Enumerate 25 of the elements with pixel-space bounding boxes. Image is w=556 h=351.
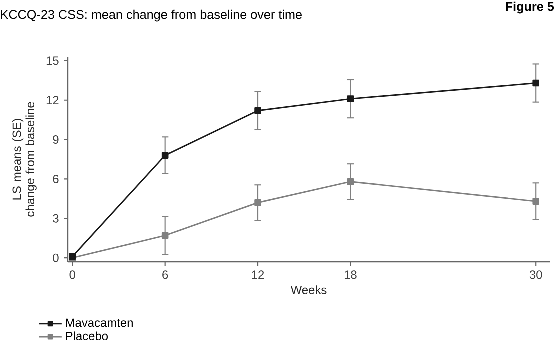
point — [162, 232, 169, 240]
legend-label: Placebo — [66, 332, 108, 340]
legend-label: Mavacamten — [66, 318, 133, 328]
point — [254, 199, 262, 206]
point — [347, 96, 354, 102]
y-tick-label: 12 — [46, 96, 59, 105]
point — [532, 198, 540, 205]
chart-title: KCCQ-23 CSS: mean change from baseline over time — [1, 10, 302, 22]
x-tick-label: 0 — [70, 270, 76, 280]
y-tick-label: 9 — [53, 136, 59, 144]
x-tick-label: 6 — [162, 270, 168, 280]
caption: Figure 5 — [506, 2, 554, 14]
x-tick-label: 18 — [344, 270, 357, 280]
x-tick-label: 30 — [530, 270, 542, 280]
point — [532, 80, 540, 87]
y-tick-label: 3 — [53, 214, 59, 223]
x-tick-label: 12 — [252, 270, 264, 280]
y-axis-title: LS means (SE) change from baseline — [12, 102, 37, 217]
y-tick-label: 0 — [53, 254, 59, 262]
point — [347, 178, 354, 186]
y-tick-label: 6 — [53, 174, 59, 184]
point — [254, 107, 262, 114]
point — [162, 152, 169, 159]
x-axis-title: Weeks — [290, 286, 327, 294]
y-tick-label: 15 — [46, 56, 59, 66]
